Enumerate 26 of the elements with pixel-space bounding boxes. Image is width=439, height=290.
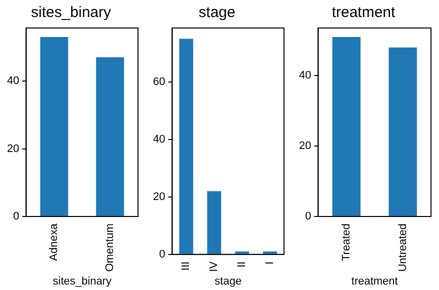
y-tick-label: 20 [152,190,166,203]
x-axis-title: sites_binary [52,275,112,288]
x-tick-label: II [236,261,248,268]
chart-title: sites_binary [30,4,112,22]
x-tick-label: Treated [340,223,352,262]
x-tick-label: IV [208,260,220,272]
y-tick-label: 40 [6,75,20,88]
x-axis-title: treatment [351,275,398,288]
x-tick-label: III [180,261,192,271]
y-tick-label: 60 [152,76,166,88]
x-tick-label: Adnexa [48,222,60,261]
bar [179,38,194,254]
x-tick-label: I [264,261,276,264]
x-tick-label: Untreated [396,223,409,272]
y-tick-label: 40 [298,70,312,82]
y-tick-label: 0 [305,210,312,223]
chart-title: treatment [332,4,396,22]
y-tick-label: 20 [6,142,20,155]
y-tick-label: 0 [13,210,20,223]
x-axis-title: stage [214,275,242,288]
x-tick-label: Omentum [104,224,116,272]
y-tick-label: 0 [159,248,166,260]
y-tick-label: 20 [298,140,312,152]
bar [207,191,222,254]
chart-title: stage [198,4,236,22]
y-tick-label: 40 [152,133,166,146]
